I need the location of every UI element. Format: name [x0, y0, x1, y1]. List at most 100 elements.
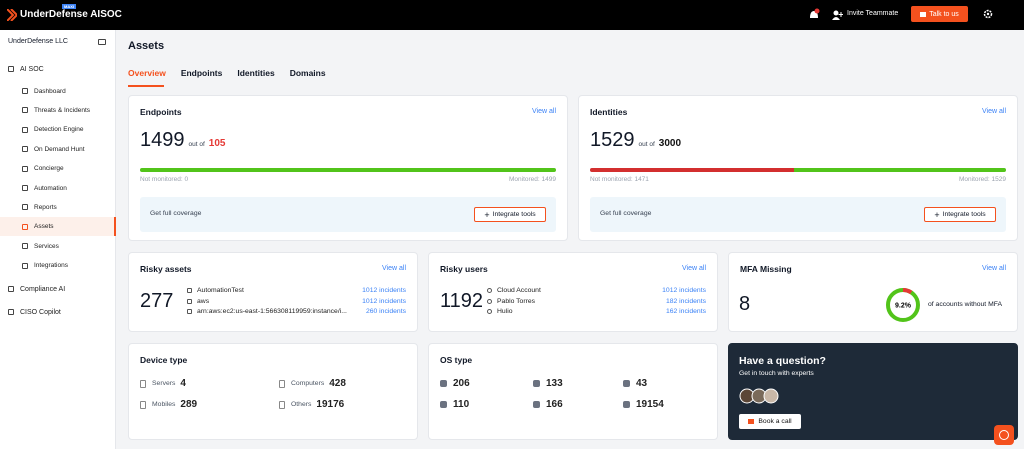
plus-icon: +	[934, 209, 940, 220]
list-row[interactable]: Cloud Account	[487, 287, 541, 294]
row-name: Hulio	[497, 308, 513, 315]
incidents[interactable]: 1012 incidents	[362, 297, 406, 305]
talk-button[interactable]: Talk to us	[911, 6, 968, 22]
book-call-button[interactable]: Book a call	[739, 414, 801, 429]
view-all[interactable]: View all	[682, 265, 706, 272]
collapse[interactable]	[98, 39, 106, 45]
incidents[interactable]: 182 incidents	[665, 297, 706, 305]
icon	[8, 309, 14, 315]
icon	[22, 243, 28, 250]
nav-label: Automation	[34, 184, 67, 192]
list-row[interactable]: arn:aws:ec2:us-east-1:566308119959:insta…	[187, 308, 347, 315]
nav-item[interactable]: Automation	[22, 182, 67, 194]
list-row[interactable]: aws	[187, 298, 209, 305]
device-item: Computers 428	[279, 378, 346, 389]
section-label: AI SOC	[20, 65, 44, 73]
view-all[interactable]: View all	[982, 265, 1006, 272]
incidents[interactable]: 1012 incidents	[362, 287, 406, 294]
os-icon	[623, 401, 630, 408]
list-row[interactable]: Hulio	[487, 308, 513, 315]
icon	[279, 400, 285, 409]
settings[interactable]	[983, 9, 993, 19]
nav-item[interactable]: Dashboard	[22, 85, 66, 97]
nav-label: Concierge	[34, 165, 64, 173]
incidents[interactable]: 260 incidents	[365, 308, 406, 315]
out-of: out of	[638, 141, 655, 148]
logo-icon	[7, 9, 17, 21]
icon	[22, 262, 28, 269]
section[interactable]: AI SOC	[8, 63, 44, 75]
icon	[22, 88, 28, 94]
view-all[interactable]: View all	[982, 108, 1006, 115]
device-value: 289	[180, 399, 198, 410]
nav-item[interactable]: On Demand Hunt	[22, 143, 85, 155]
os-icon	[533, 380, 540, 387]
device-value: 428	[329, 378, 346, 389]
tab[interactable]: Domains	[289, 68, 326, 78]
incidents[interactable]: 1012 incidents	[662, 287, 706, 294]
value: 1499	[541, 176, 556, 183]
nav-item[interactable]: Detection Engine	[22, 124, 84, 136]
coverage-box: Get full coverage + Integrate tools	[590, 197, 1006, 232]
tab[interactable]: Overview	[128, 68, 166, 78]
view-all[interactable]: View all	[382, 265, 406, 272]
integrate-button[interactable]: + Integrate tools	[474, 207, 546, 222]
icon	[140, 400, 146, 409]
count: 277	[140, 290, 174, 312]
list-row[interactable]: AutomationTest	[187, 287, 244, 294]
icon	[22, 204, 28, 211]
os-value: 110	[453, 399, 470, 410]
logo[interactable]: UnderDefense AISOC	[20, 9, 122, 20]
list-row[interactable]: Pablo Torres	[487, 298, 535, 305]
row-name: AutomationTest	[197, 287, 244, 294]
device-value: 4	[180, 378, 186, 389]
row-icon	[487, 298, 492, 304]
bar-not-monitored	[590, 168, 794, 172]
device-label: Computers	[291, 380, 325, 387]
talk-label: Talk to us	[929, 10, 959, 18]
icon	[22, 146, 28, 153]
os-item: 206	[440, 378, 470, 389]
count: 1499	[140, 129, 185, 151]
os-item: 43	[623, 378, 647, 389]
integrate-button[interactable]: + Integrate tools	[924, 207, 996, 222]
help-widget[interactable]	[994, 425, 1014, 445]
label: Monitored:	[509, 176, 540, 183]
nav-item[interactable]: Services	[22, 240, 59, 252]
row-name: Pablo Torres	[497, 297, 536, 305]
nav-item[interactable]: Assets	[22, 221, 54, 233]
count-row: 1529 out of 3000	[590, 129, 681, 152]
help-card: Have a question? Get in touch with exper…	[728, 343, 1018, 440]
page-title: Assets	[128, 40, 165, 52]
device-type-card: Device type Servers 4 Computers 428 Mobiles 2…	[128, 343, 418, 440]
tab[interactable]: Endpoints	[180, 68, 223, 78]
notifications[interactable]	[808, 8, 820, 22]
os-item: 133	[533, 378, 563, 389]
bar-monitored	[140, 168, 556, 172]
incidents[interactable]: 162 incidents	[665, 308, 706, 315]
org-name[interactable]: UnderDefense LLC	[8, 38, 68, 45]
card-title: Risky users	[440, 264, 488, 274]
tab[interactable]: Identities	[237, 68, 275, 78]
icon	[22, 223, 28, 230]
bar-monitored	[793, 168, 1006, 172]
invite-teammate[interactable]: Invite Teammate	[847, 10, 899, 17]
sidebar: UnderDefense LLC AI SOC Dashboard Threats…	[0, 30, 116, 449]
nav-item[interactable]: Threats & Incidents	[22, 104, 90, 116]
nav-label: Detection Engine	[34, 126, 84, 134]
os-value: 43	[636, 378, 648, 389]
view-all[interactable]: View all	[532, 108, 556, 115]
device-value: 19176	[316, 399, 345, 410]
nav-item[interactable]: CISO Copilot	[8, 306, 61, 318]
icon	[8, 286, 14, 292]
nav-label: Compliance AI	[20, 285, 66, 293]
os-item: 166	[533, 399, 563, 410]
nav-item[interactable]: Compliance AI	[8, 283, 65, 295]
book-call-label: Book a call	[758, 418, 792, 425]
nav-item[interactable]: Integrations	[22, 260, 68, 272]
donut: 9.2%	[886, 288, 920, 322]
nav-item[interactable]: Reports	[22, 201, 57, 213]
nav-item[interactable]: Concierge	[22, 163, 64, 175]
value: 1529	[991, 176, 1006, 183]
